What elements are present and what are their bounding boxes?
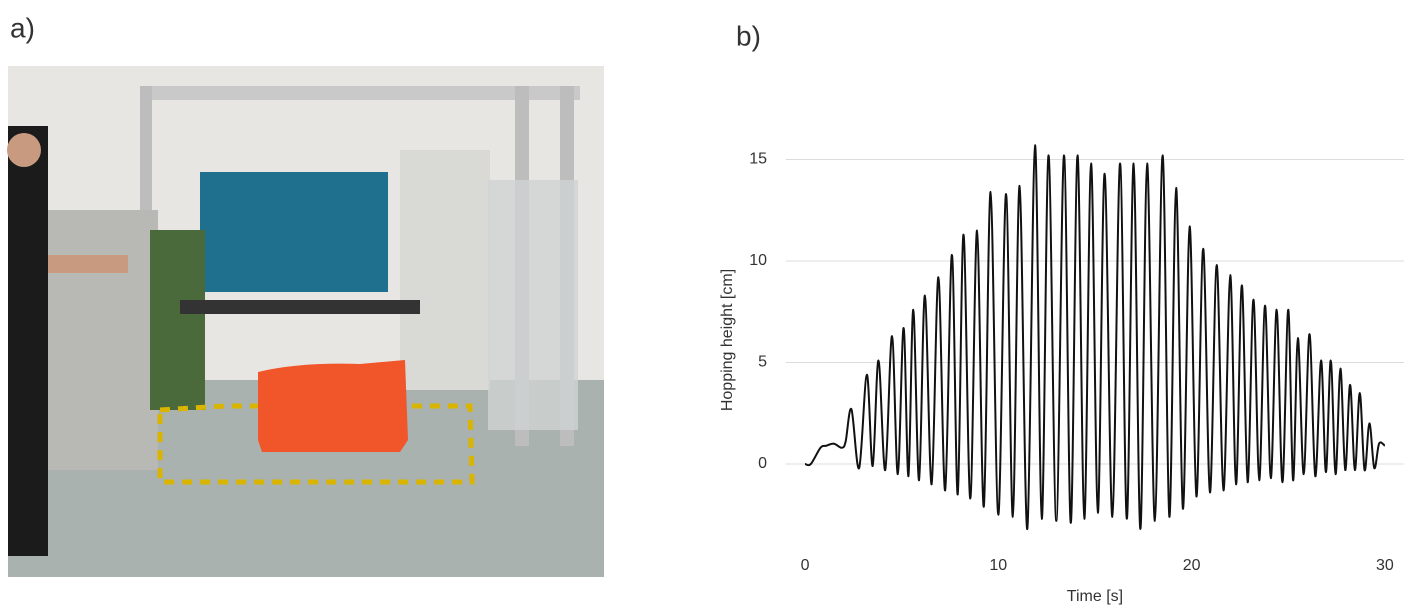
x-tick-label: 30 bbox=[1376, 557, 1394, 574]
y-tick-label: 10 bbox=[749, 252, 767, 269]
y-axis-title: Hopping height [cm] bbox=[719, 269, 736, 411]
x-tick-label: 20 bbox=[1183, 557, 1201, 574]
x-tick-label: 10 bbox=[989, 557, 1007, 574]
y-tick-label: 15 bbox=[749, 151, 767, 168]
photo bbox=[7, 66, 604, 577]
data-line bbox=[804, 144, 1386, 530]
panel-label: b) bbox=[736, 20, 761, 51]
y-tick-label: 5 bbox=[758, 354, 767, 371]
x-tick-label: 0 bbox=[801, 557, 810, 574]
panel-label: a) bbox=[10, 12, 35, 43]
y-tick-label: 0 bbox=[758, 455, 767, 472]
x-axis-title: Time [s] bbox=[1067, 588, 1123, 605]
